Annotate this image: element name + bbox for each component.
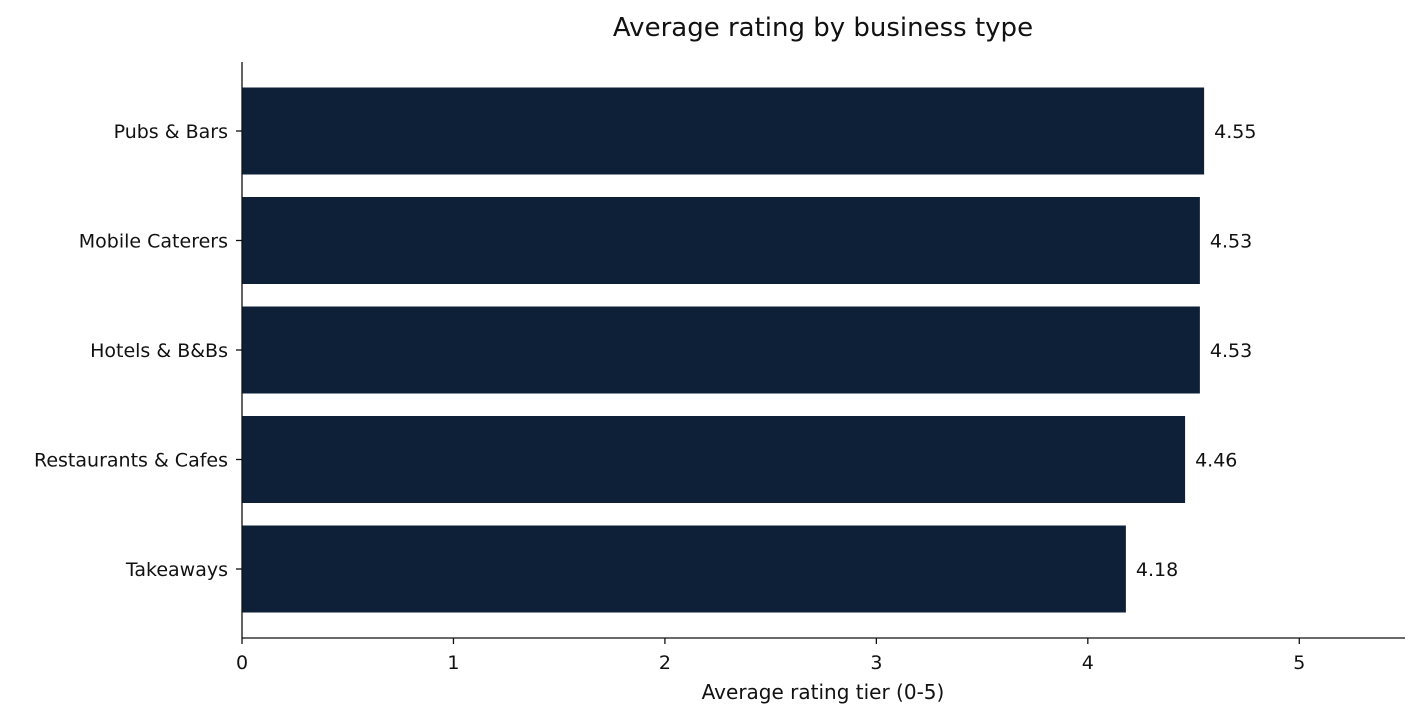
x-ticks-group: 0 1 2 3 4 5 — [236, 638, 1305, 674]
category-label: Restaurants & Cafes — [34, 450, 228, 472]
bar-value-label: 4.46 — [1195, 450, 1237, 472]
x-tick-label: 3 — [870, 652, 882, 674]
category-labels-group: Pubs & Bars Mobile Caterers Hotels & B&Bs R… — [34, 121, 242, 581]
bar-value-label: 4.55 — [1214, 121, 1256, 143]
x-tick-label: 5 — [1293, 652, 1305, 674]
value-labels-group: 4.55 4.53 4.53 4.46 4.18 — [1136, 121, 1257, 581]
category-label: Pubs & Bars — [114, 121, 228, 143]
bar — [242, 197, 1200, 284]
bar — [242, 87, 1205, 175]
bars-group — [242, 87, 1205, 613]
x-tick-label: 2 — [659, 652, 671, 674]
bar-value-label: 4.53 — [1210, 231, 1252, 253]
chart-title: Average rating by business type — [613, 13, 1033, 43]
category-label: Takeaways — [125, 559, 228, 581]
bar — [242, 306, 1200, 394]
bar-value-label: 4.53 — [1210, 340, 1252, 362]
category-label: Hotels & B&Bs — [90, 340, 228, 362]
bar — [242, 525, 1126, 613]
bar-value-label: 4.18 — [1136, 559, 1178, 581]
x-axis-label: Average rating tier (0-5) — [702, 680, 945, 704]
x-tick-label: 0 — [236, 652, 248, 674]
category-label: Mobile Caterers — [79, 231, 228, 253]
x-tick-label: 1 — [447, 652, 459, 674]
x-tick-label: 4 — [1082, 652, 1094, 674]
bar — [242, 416, 1186, 503]
